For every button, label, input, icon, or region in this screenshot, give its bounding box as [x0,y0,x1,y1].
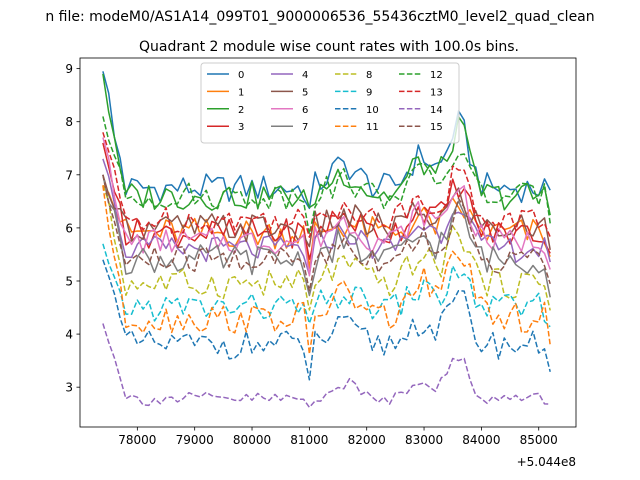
legend-box [200,62,460,144]
legend-label-14: 14 [430,105,443,116]
x-tick-label: 85000 [520,433,558,447]
legend-label-8: 8 [366,70,372,81]
legend-label-11: 11 [366,122,379,133]
x-tick-label: 80000 [233,433,271,447]
x-offset-label: +5.044e8 [517,455,576,469]
y-tick-label: 3 [65,381,73,395]
series-line-8 [102,185,551,311]
x-tick-label: 78000 [118,433,156,447]
y-tick-label: 5 [65,274,73,288]
series-line-2 [102,73,551,216]
y-tick-label: 9 [65,62,73,76]
x-tick-label: 79000 [176,433,214,447]
legend-label-9: 9 [366,87,372,98]
legend-label-0: 0 [238,70,244,81]
series-line-7 [102,174,551,298]
y-tick-label: 4 [65,328,73,342]
series-line-13 [102,132,551,238]
x-tick-label: 84000 [462,433,500,447]
y-tick-label: 6 [65,221,73,235]
chart-title: Quadrant 2 module wise count rates with … [139,39,519,55]
series-line-14 [102,323,551,409]
series-line-5 [102,174,551,251]
legend-label-2: 2 [238,105,244,116]
legend-label-15: 15 [430,122,443,133]
x-tick-label: 83000 [405,433,443,447]
series-line-11 [102,185,551,355]
legend-label-3: 3 [238,122,244,133]
legend-label-4: 4 [302,70,308,81]
series-line-15 [102,174,551,292]
legend-label-6: 6 [302,105,308,116]
legend-label-7: 7 [302,122,308,133]
plot-frame [79,57,577,428]
x-tick-label: 81000 [290,433,328,447]
series-line-10 [102,259,551,381]
series-line-12 [102,116,551,235]
legend-label-5: 5 [302,87,308,98]
legend-label-12: 12 [430,70,443,81]
series-line-0 [102,71,551,210]
y-tick-label: 8 [65,115,73,129]
x-tick-label: 82000 [348,433,386,447]
chart-suptitle: n file: modeM0/AS1A14_099T01_9000006536_… [45,9,594,25]
legend-label-13: 13 [430,87,443,98]
series-line-9 [102,243,551,328]
series-line-6 [102,137,551,277]
y-tick-label: 7 [65,168,73,182]
legend-label-1: 1 [238,87,244,98]
legend-label-10: 10 [366,105,379,116]
